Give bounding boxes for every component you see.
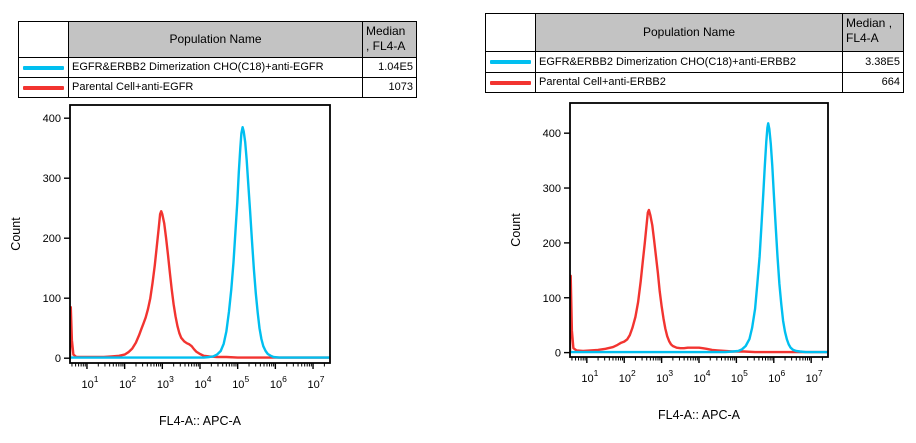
y-tick-label: 0 xyxy=(55,353,61,365)
x-tick-label: 102 xyxy=(119,374,136,391)
legend-row: Parental Cell+anti-EGFR 1073 xyxy=(18,77,417,98)
x-tick-label: 107 xyxy=(806,368,823,385)
plot-border xyxy=(569,102,829,358)
histogram-left: 0 100 200 300 400 101 102 103 104 105 106 107 FL4-A:… xyxy=(9,104,331,428)
y-axis-title: Count xyxy=(509,213,523,247)
plot-border xyxy=(69,104,331,364)
y-tick-label: 400 xyxy=(43,113,61,125)
x-tick-label: 105 xyxy=(731,368,748,385)
population-name: EGFR&ERBB2 Dimerization CHO(C18)+anti-ER… xyxy=(535,51,843,73)
population-name-header: Population Name xyxy=(535,13,843,52)
x-tick-label: 104 xyxy=(694,368,711,385)
population-name: Parental Cell+anti-ERBB2 xyxy=(535,72,843,93)
series-color-swatch xyxy=(490,60,531,64)
series-color-swatch xyxy=(23,85,64,90)
x-tick-label: 104 xyxy=(195,374,212,391)
series-color-swatch xyxy=(490,80,531,85)
legend-header-row: Population Name Median, FL4-A xyxy=(18,21,417,58)
y-tick-label: 300 xyxy=(43,173,61,185)
swatch-cell xyxy=(18,57,69,78)
population-name: Parental Cell+anti-EGFR xyxy=(68,77,363,98)
median-header-line1: Median xyxy=(366,24,406,38)
swatch-cell xyxy=(485,51,536,73)
median-value: 1.04E5 xyxy=(362,57,417,78)
x-tick-label: 106 xyxy=(768,368,785,385)
x-axis-title: FL4-A:: APC-A xyxy=(658,408,741,422)
median-header-line2: , FL4-A xyxy=(366,39,406,53)
x-tick-label: 103 xyxy=(157,374,174,391)
x-tick-label: 101 xyxy=(581,368,598,385)
legend-row: Parental Cell+anti-ERBB2 664 xyxy=(485,72,904,93)
median-header: Median, FL4-A xyxy=(362,21,417,58)
x-tick-label: 103 xyxy=(656,368,673,385)
x-tick-label: 106 xyxy=(270,374,287,391)
y-tick-label: 100 xyxy=(543,293,561,305)
y-tick-label: 100 xyxy=(43,293,61,305)
swatch-cell xyxy=(485,72,536,93)
histogram-curve xyxy=(570,122,828,354)
y-tick-label: 0 xyxy=(555,348,561,360)
population-name-header: Population Name xyxy=(68,21,363,58)
legend-header-row: Population Name Median , FL4-A xyxy=(485,13,904,52)
legend-swatch-header-cell xyxy=(18,21,69,58)
x-tick-label: 107 xyxy=(308,374,325,391)
series-color-swatch xyxy=(23,65,64,70)
x-tick-label: 101 xyxy=(81,374,98,391)
histogram-curve xyxy=(70,126,330,359)
x-tick-label: 102 xyxy=(619,368,636,385)
median-header-line2: FL4-A xyxy=(846,31,879,45)
legend-table-left: Population Name Median, FL4-A EGFR&ERBB2… xyxy=(18,21,417,98)
legend-swatch-header-cell xyxy=(485,13,536,52)
x-axis-title: FL4-A:: APC-A xyxy=(159,414,242,428)
y-tick-label: 200 xyxy=(543,238,561,250)
median-header: Median , FL4-A xyxy=(842,13,904,52)
median-value: 1073 xyxy=(362,77,417,98)
population-name: EGFR&ERBB2 Dimerization CHO(C18)+anti-EG… xyxy=(68,57,363,78)
y-tick-label: 200 xyxy=(43,233,61,245)
y-axis-title: Count xyxy=(9,217,23,251)
median-value: 664 xyxy=(842,72,904,93)
histogram-curve xyxy=(70,210,330,360)
histogram-right: 0 100 200 300 400 101 102 103 104 105 106 107 FL4-A:… xyxy=(509,102,829,422)
median-value: 3.38E5 xyxy=(842,51,904,73)
legend-row: EGFR&ERBB2 Dimerization CHO(C18)+anti-ER… xyxy=(485,51,904,73)
histogram-curve xyxy=(570,208,828,354)
swatch-cell xyxy=(18,77,69,98)
y-tick-label: 300 xyxy=(543,183,561,195)
legend-table-right: Population Name Median , FL4-A EGFR&ERBB2… xyxy=(485,13,904,93)
x-tick-label: 105 xyxy=(232,374,249,391)
y-tick-label: 400 xyxy=(543,128,561,140)
median-header-line1: Median , xyxy=(846,16,893,30)
legend-row: EGFR&ERBB2 Dimerization CHO(C18)+anti-EG… xyxy=(18,57,417,78)
